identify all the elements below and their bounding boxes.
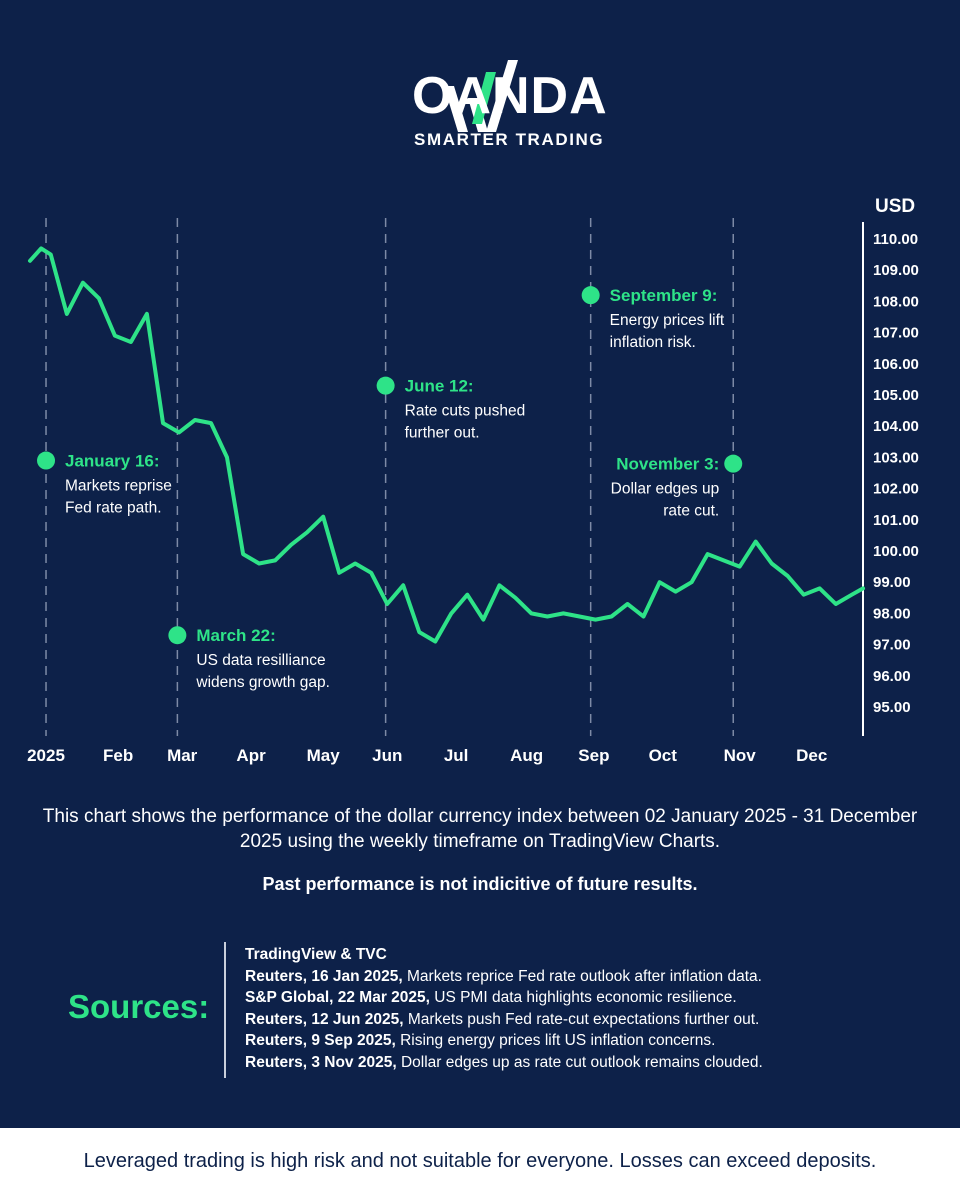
event-marker (37, 451, 56, 470)
y-tick-label: 99.00 (873, 574, 911, 591)
event-description: Markets reprise (65, 478, 172, 495)
event-description: Dollar edges up (611, 481, 720, 498)
sources-divider (224, 942, 226, 1078)
performance-warning: Past performance is not indicitive of fu… (262, 874, 698, 894)
event-description: Rate cuts pushed (405, 403, 526, 420)
event-description: Fed rate path. (65, 500, 162, 517)
y-tick-label: 96.00 (873, 668, 911, 685)
event-marker (168, 626, 187, 645)
source-item: TradingView & TVC (245, 946, 387, 963)
x-tick-label: Apr (236, 746, 266, 765)
oanda-logo-mark (444, 60, 518, 132)
y-tick-label: 107.00 (873, 325, 919, 342)
brand-tagline: SMARTER TRADING (414, 130, 605, 149)
y-tick-label: 102.00 (873, 481, 919, 498)
event-annotations: January 16: Markets reprise Fed rate path.… (37, 286, 743, 691)
event-title: June 12: (405, 377, 474, 396)
event-title: March 22: (196, 626, 275, 645)
x-tick-label: Sep (578, 746, 609, 765)
dxy-line-chart: USD 110.00 109.00 108.00 107.00 106.00 105.00… (27, 196, 919, 765)
event-description: Energy prices lift (610, 312, 725, 329)
source-item: Reuters, 3 Nov 2025, Dollar edges up as … (245, 1053, 763, 1071)
event-title: January 16: (65, 452, 159, 471)
event-title: November 3: (616, 455, 719, 474)
x-tick-label: Aug (510, 746, 543, 765)
event-description: further out. (405, 425, 480, 442)
risk-disclaimer: Leveraged trading is high risk and not s… (83, 1150, 877, 1172)
x-axis-ticks: 2025 Feb Mar Apr May Jun Jul Aug Sep Oct Nov Dec (27, 746, 827, 765)
sources-list: TradingView & TVC Reuters, 16 Jan 2025, … (245, 944, 763, 1073)
sources-label: Sources: (68, 988, 210, 1025)
source-item: S&P Global, 22 Mar 2025, US PMI data hig… (245, 989, 737, 1006)
y-tick-label: 98.00 (873, 605, 911, 622)
y-tick-label: 106.00 (873, 356, 919, 373)
y-tick-label: 103.00 (873, 449, 919, 466)
y-tick-label: 110.00 (873, 231, 918, 248)
x-tick-label: Jul (444, 746, 469, 765)
x-tick-label: Jun (372, 746, 402, 765)
event-marker (724, 454, 743, 473)
chart-description: This chart shows the performance of the … (42, 806, 918, 852)
event-description: inflation risk. (610, 334, 696, 351)
event-guides (45, 218, 734, 736)
source-item: Reuters, 16 Jan 2025, Markets reprice Fe… (245, 967, 762, 985)
y-tick-label: 95.00 (873, 699, 911, 716)
y-axis-ticks: 110.00 109.00 108.00 107.00 106.00 105.00 104.… (873, 231, 919, 716)
event-marker (376, 376, 395, 395)
x-tick-label: Mar (167, 746, 198, 765)
source-item: Reuters, 9 Sep 2025, Rising energy price… (245, 1032, 716, 1049)
y-tick-label: 97.00 (873, 637, 911, 654)
y-axis-label: USD (875, 196, 915, 217)
dxy-series-line (28, 246, 865, 644)
x-tick-label: 2025 (27, 746, 65, 765)
event-description: widens growth gap. (195, 674, 330, 691)
event-marker (581, 286, 600, 305)
event-description: rate cut. (663, 503, 719, 520)
y-tick-label: 101.00 (873, 512, 919, 529)
y-tick-label: 100.00 (873, 543, 919, 560)
y-tick-label: 105.00 (873, 387, 919, 404)
y-tick-label: 108.00 (873, 293, 919, 310)
event-description: US data resilliance (196, 652, 325, 669)
brand-name: OANDA (412, 67, 608, 125)
y-tick-label: 104.00 (873, 418, 919, 435)
x-tick-label: Oct (649, 746, 678, 765)
x-tick-label: May (307, 746, 341, 765)
x-tick-label: Nov (724, 746, 757, 765)
x-tick-label: Feb (103, 746, 133, 765)
event-title: September 9: (610, 286, 718, 305)
x-tick-label: Dec (796, 746, 827, 765)
y-tick-label: 109.00 (873, 262, 919, 279)
footer-bar (0, 1128, 960, 1200)
source-item: Reuters, 12 Jun 2025, Markets push Fed r… (245, 1010, 760, 1028)
